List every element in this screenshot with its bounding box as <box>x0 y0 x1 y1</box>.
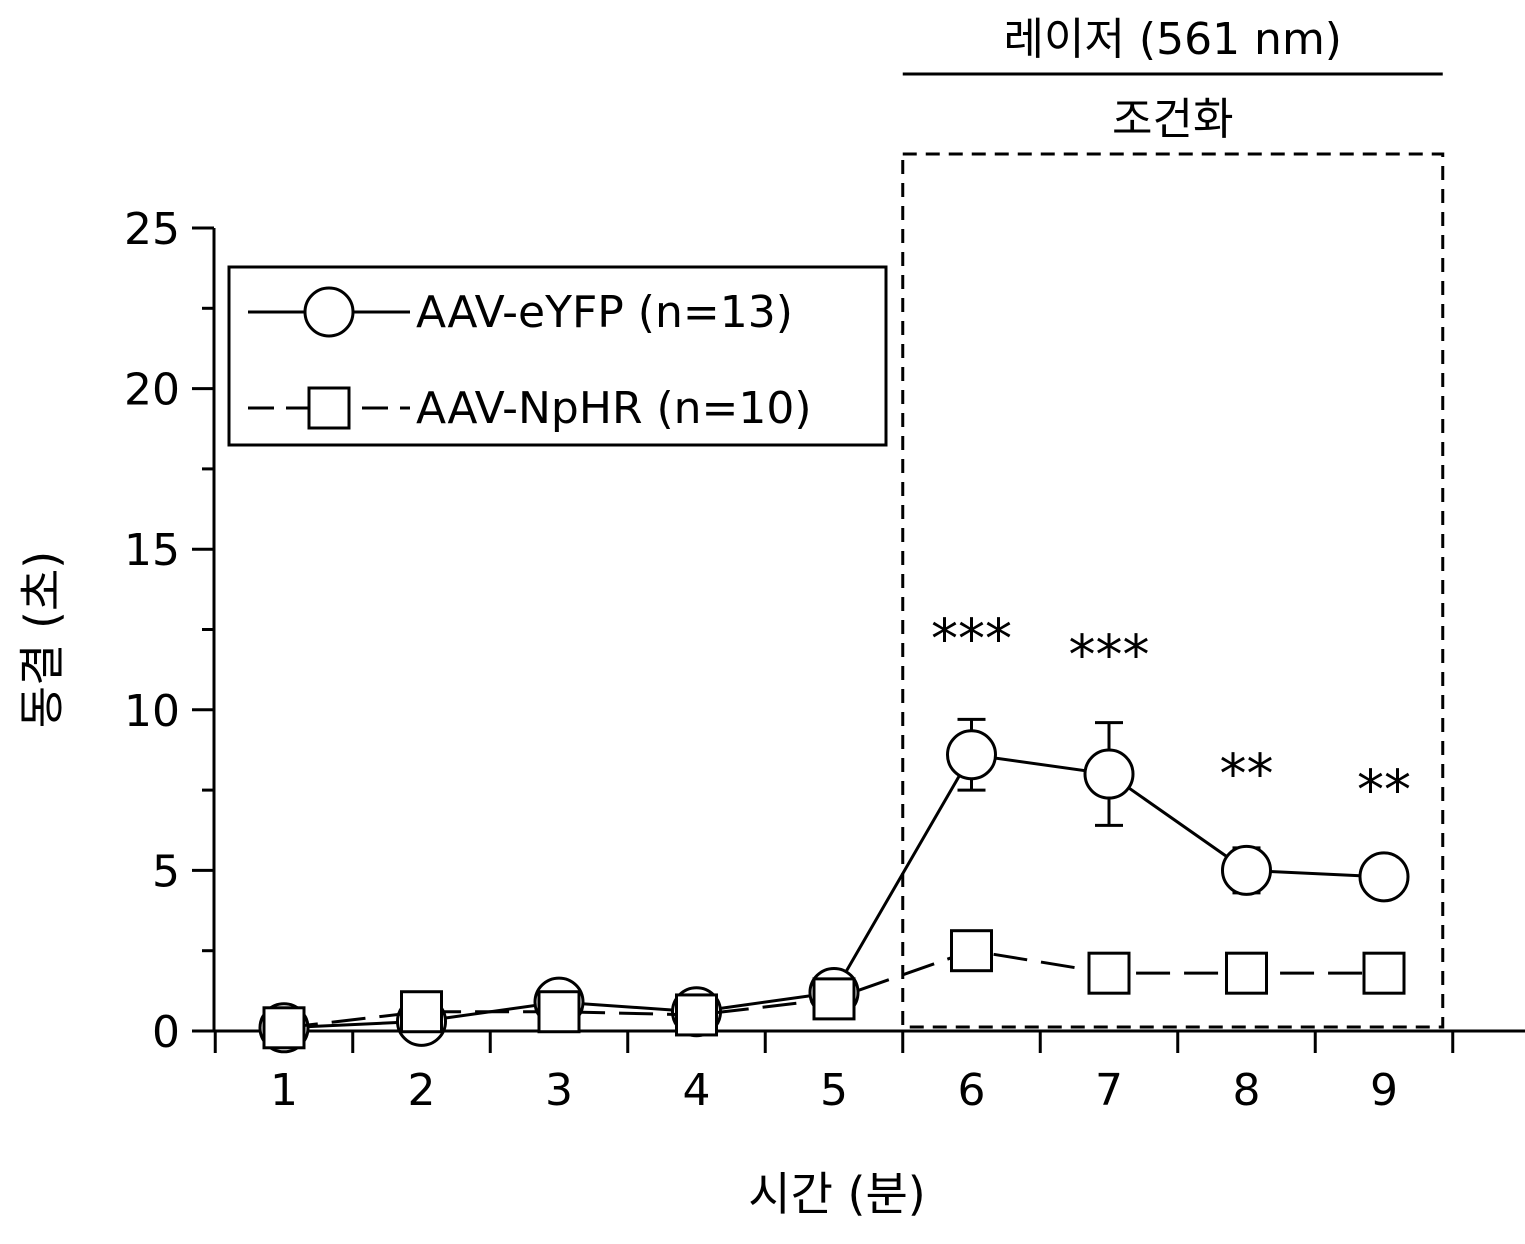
significance-marker: ** <box>1220 742 1274 805</box>
data-point-square <box>675 993 718 1037</box>
laser-window-box <box>901 152 1445 1029</box>
y-tick-label: 5 <box>152 846 180 897</box>
y-ticks: 0 5 10 15 20 25 <box>124 204 214 1058</box>
legend-label: AAV-eYFP (n=13) <box>416 287 793 338</box>
data-point-square <box>1362 951 1406 995</box>
legend-marker-square <box>307 386 351 430</box>
x-tick-label: 4 <box>683 1065 711 1116</box>
legend: AAV-eYFP (n=13) AAV-NpHR (n=10) <box>227 265 888 447</box>
legend-marker-circle <box>303 286 355 338</box>
series-2 <box>262 929 1406 1050</box>
laser-label: 레이저 (561 nm) <box>1004 14 1342 65</box>
x-tick-label: 5 <box>820 1065 848 1116</box>
significance-marker: ** <box>1357 758 1411 821</box>
significance-annotations: *** ***** ** <box>931 608 1411 822</box>
y-tick-label: 15 <box>124 525 180 576</box>
x-ticks: 1 2 3 4 5 6 7 8 9 <box>213 1031 1455 1116</box>
data-point-square <box>262 1006 306 1050</box>
data-point-square <box>1087 951 1131 995</box>
x-tick-label: 9 <box>1370 1065 1398 1116</box>
y-axis-title: 동결 (초) <box>15 551 69 728</box>
x-axis-title: 시간 (분) <box>748 1167 925 1221</box>
axes: 0 5 10 15 20 25 1 2 3 4 5 6 7 8 9 <box>124 204 1525 1116</box>
data-point-square <box>950 929 993 973</box>
data-point-circle <box>1221 844 1272 896</box>
data-point-square <box>400 990 443 1034</box>
x-tick-label: 8 <box>1233 1065 1261 1116</box>
data-point-square <box>1225 951 1268 995</box>
y-tick-label: 20 <box>124 365 180 416</box>
legend-label: AAV-NpHR (n=10) <box>416 383 812 434</box>
data-point-square <box>812 977 856 1021</box>
data-point-circle <box>946 729 997 781</box>
significance-marker: *** <box>931 608 1012 671</box>
laser-window: 레이저 (561 nm) 조건화 <box>901 14 1445 1029</box>
data-point-circle <box>1358 851 1410 903</box>
data-point-square <box>537 990 581 1034</box>
legend-entry: AAV-NpHR (n=10) <box>248 383 812 434</box>
legend-entry: AAV-eYFP (n=13) <box>248 286 793 338</box>
x-tick-label: 3 <box>545 1065 573 1116</box>
plot-area <box>258 717 1410 1054</box>
y-tick-label: 25 <box>124 204 180 255</box>
significance-marker: *** <box>1069 624 1150 687</box>
x-tick-label: 2 <box>408 1065 436 1116</box>
y-tick-label: 10 <box>124 686 180 737</box>
y-tick-label: 0 <box>152 1007 180 1058</box>
x-tick-label: 1 <box>270 1065 298 1116</box>
data-point-circle <box>1083 748 1135 800</box>
x-tick-label: 7 <box>1095 1065 1123 1116</box>
laser-sublabel: 조건화 <box>1112 94 1233 145</box>
x-tick-label: 6 <box>958 1065 986 1116</box>
